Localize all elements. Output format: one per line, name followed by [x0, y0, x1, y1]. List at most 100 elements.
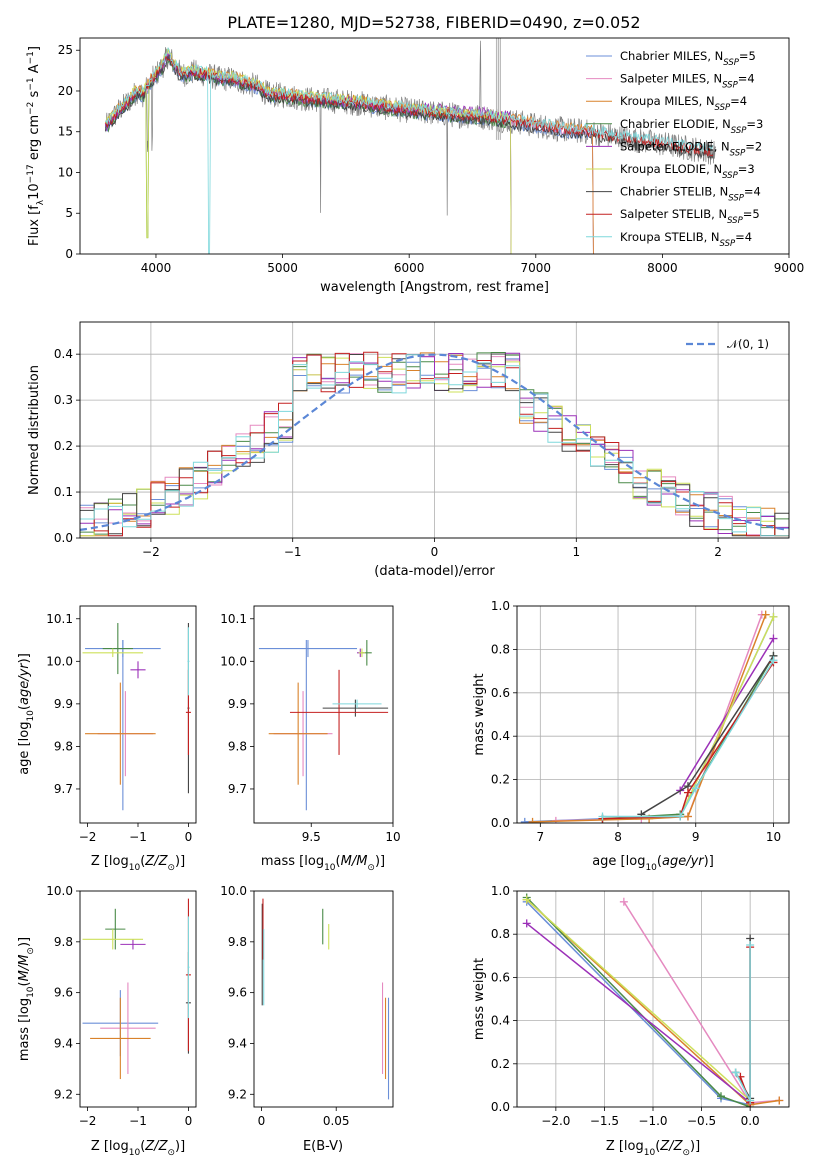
y-tick-label: 0.3: [54, 393, 73, 407]
mass-weight-marker-kroupa-stelib: [731, 1068, 740, 1077]
residual-histogram-8: [80, 354, 789, 537]
legend-label-salpeter-stelib: Salpeter STELIB, NSSP=5: [620, 207, 760, 226]
mass-weight-marker-salpeter-miles: [619, 897, 628, 906]
sub: 10: [26, 710, 36, 722]
x-tick-label: −1: [284, 545, 302, 559]
x-tick-label: −1: [129, 830, 147, 844]
y-label-sup: −1: [26, 77, 36, 90]
legend-sub: SSP: [720, 239, 736, 249]
ital: M/M: [17, 955, 32, 982]
legend-label-chabrier-elodie: Chabrier ELODIE, NSSP=3: [620, 117, 763, 136]
y-tick-label: 9.4: [228, 1036, 247, 1050]
x-tick-label: 1: [572, 545, 580, 559]
y-tick-label: 1.0: [491, 599, 510, 613]
model-chabrier-miles: [104, 56, 594, 254]
legend-label-kroupa-elodie: Kroupa ELODIE, NSSP=3: [620, 162, 755, 181]
y-tick-label: 1.0: [491, 884, 510, 898]
x-tick-label: 7: [536, 830, 544, 844]
x-tick-label: 0: [185, 830, 193, 844]
y-tick-label: 25: [58, 43, 73, 57]
y-label-sup: −1: [26, 51, 36, 64]
legend-sub: SSP: [722, 81, 738, 91]
x-tick-label: 5000: [267, 261, 298, 275]
ital: age/yr: [662, 854, 705, 869]
legend-label-chabrier-miles: Chabrier MILES, NSSP=5: [620, 49, 756, 68]
x-tick-label: −2: [142, 545, 160, 559]
y-axis-label: Normed distribution: [27, 365, 42, 495]
sub: 10: [129, 1148, 141, 1158]
mass-weight-marker-salpeter-elodie: [769, 634, 778, 643]
y-tick-label: 0.4: [54, 347, 73, 361]
sub: 10: [26, 986, 36, 998]
figure-title: PLATE=1280, MJD=52738, FIBERID=0490, z=0…: [227, 13, 640, 32]
x-tick-label: 10: [766, 830, 781, 844]
model-kroupa-elodie: [105, 48, 512, 254]
y-axis-label: mass [log10(M/M⊙)]: [17, 937, 36, 1061]
mass-weight-marker-chabrier-miles: [520, 817, 529, 823]
legend-label-normal: 𝒩(0, 1): [727, 337, 769, 351]
y-tick-label: 10.1: [220, 612, 247, 626]
x-tick-label: 0: [185, 1114, 193, 1128]
sub: 10: [129, 863, 141, 873]
y-label-sup: −17: [26, 164, 36, 183]
y-tick-label: 0.8: [491, 927, 510, 941]
y-tick-label: 10.0: [46, 654, 73, 668]
sub: ⊙: [167, 863, 175, 873]
y-tick-label: 0.1: [54, 485, 73, 499]
mass-weight-marker-salpeter-elodie: [522, 919, 531, 928]
legend-sub: SSP: [731, 126, 747, 136]
panel-residuals: −2 −1 0 1 2 0.0 0.1 0.2 0.3 0.4 (data-model)/error…: [27, 321, 790, 579]
ital: M/M: [341, 854, 368, 869]
x-tick-label: −2: [79, 830, 97, 844]
x-axis-label: E(B-V): [303, 1139, 343, 1154]
mass-weight-line-kroupa-elodie: [526, 899, 751, 1102]
y-tick-label: 0.4: [491, 729, 510, 743]
x-tick-label: −2: [79, 1114, 97, 1128]
mass-weight-line-chabrier-stelib: [640, 655, 775, 815]
x-tick-label: 7000: [521, 261, 552, 275]
legend-label-chabrier-stelib: Chabrier STELIB, NSSP=4: [620, 185, 761, 204]
y-tick-label: 9.7: [54, 782, 73, 796]
y-tick-label: 9.8: [228, 935, 247, 949]
y-tick-label: 0.2: [54, 439, 73, 453]
x-tick-label: −2.0: [541, 1114, 570, 1128]
y-axis-label: mass weight: [472, 958, 487, 1040]
y-tick-label: 9.2: [54, 1087, 73, 1101]
y-tick-label: 9.7: [228, 782, 247, 796]
panel-mw-age: 7 8 9 10 0.0 0.2 0.4 0.6 0.8 1.0 mass weight age [l…: [472, 599, 790, 873]
y-tick-label: 9.4: [54, 1036, 73, 1050]
y-label-sup: −2: [26, 102, 36, 115]
x-tick-label: 9000: [774, 261, 805, 275]
axes-frame: [253, 605, 394, 824]
mass-weight-marker-kroupa-stelib: [598, 812, 607, 821]
y-tick-label: 9.8: [54, 739, 73, 753]
x-tick-label: 9.5: [302, 830, 321, 844]
mass-weight-line-kroupa-stelib: [602, 659, 775, 818]
x-tick-label: −1.5: [590, 1114, 619, 1128]
x-tick-label: 10: [385, 830, 400, 844]
ital: Z/Z: [144, 1139, 168, 1154]
y-tick-label: 9.6: [228, 986, 247, 1000]
x-axis-label: Z [log10(Z/Z⊙)]: [91, 1139, 185, 1158]
y-tick-label: 9.9: [54, 697, 73, 711]
panel-age-z: −2 −1 0 9.7 9.8 9.9 10.0 10.1 Z [log10(Z/Z⊙)] age…: [17, 605, 197, 873]
sub: ⊙: [26, 947, 36, 955]
y-tick-label: 5: [65, 206, 73, 220]
y-tick-label: 9.2: [228, 1087, 247, 1101]
x-axis-label: Z [log10(Z/Z⊙)]: [91, 854, 185, 873]
y-tick-label: 0.0: [491, 1100, 510, 1114]
axes-frame: [516, 890, 790, 1108]
model-kroupa-stelib: [104, 47, 714, 254]
y-axis-label: age [log10(age/yr)]: [17, 653, 36, 775]
y-tick-label: 0.2: [491, 773, 510, 787]
axes-frame: [79, 321, 790, 539]
plot-area-age-z: [82, 623, 191, 811]
y-tick-label: 0.6: [491, 686, 510, 700]
x-axis-label: mass [log10(M/M⊙)]: [261, 854, 385, 873]
x-tick-label: 0.0: [741, 1114, 760, 1128]
mass-weight-line-chabrier-stelib: [734, 938, 751, 1102]
legend-label-salpeter-miles: Salpeter MILES, NSSP=4: [620, 72, 755, 91]
x-tick-label: 8000: [647, 261, 678, 275]
panel-mass-z: −2 −1 0 9.2 9.4 9.6 9.8 10.0 Z [log10(Z/Z⊙)] mass…: [17, 884, 197, 1158]
